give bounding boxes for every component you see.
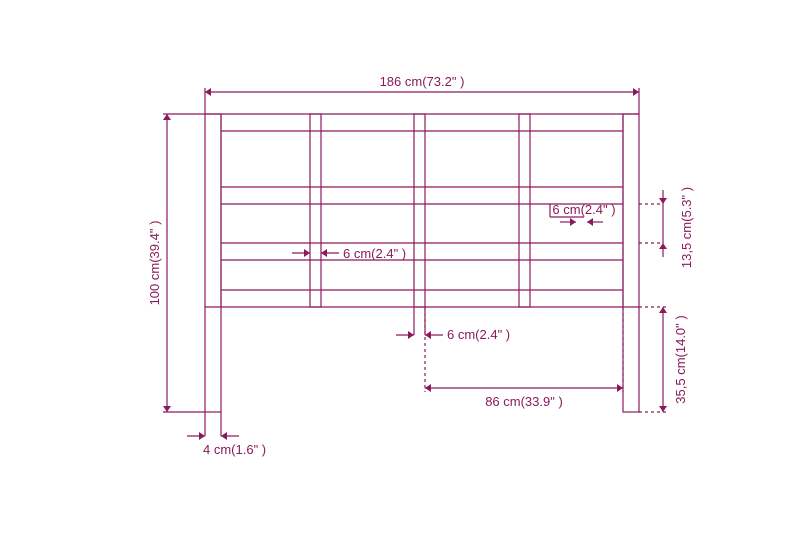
dim-width-total: 186 cm(73.2" )	[380, 74, 465, 89]
dim-half-width: 86 cm(33.9" )	[485, 394, 563, 409]
dim-inner-slat: 6 cm(2.4" )	[343, 246, 406, 261]
dim-slat-thick: 6 cm(2.4" )	[552, 202, 615, 217]
dim-center-gap: 6 cm(2.4" )	[447, 327, 510, 342]
dim-slat-gap: 13,5 cm(5.3" )	[679, 187, 694, 268]
headboard-diagram: 186 cm(73.2" ) 100 cm(39.4" ) 4 cm(1.6" ) 6…	[0, 0, 800, 533]
dim-height-total: 100 cm(39.4" )	[147, 221, 162, 306]
dim-leg-depth: 4 cm(1.6" )	[203, 442, 266, 457]
dim-leg-height: 35,5 cm(14.0" )	[673, 315, 688, 403]
